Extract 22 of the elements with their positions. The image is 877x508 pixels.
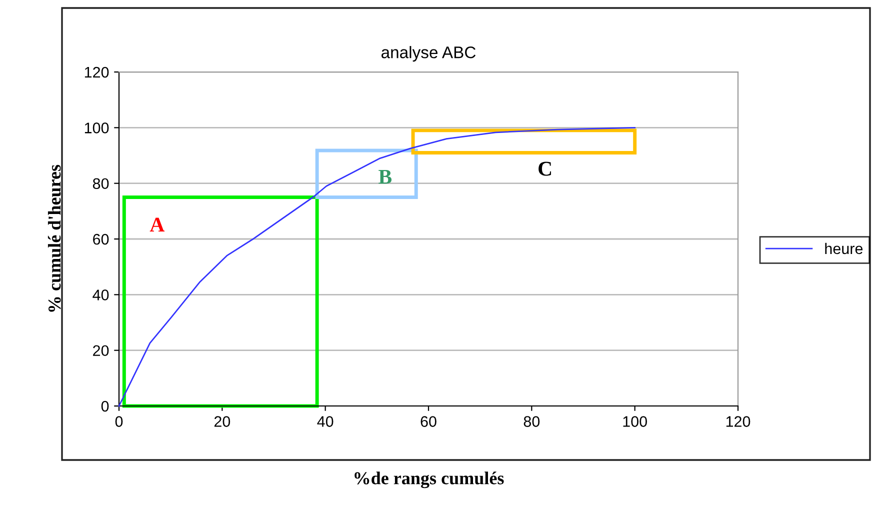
x-axis-title: %de rangs cumulés [354,472,504,488]
annotation: B [378,170,392,184]
x-tick-label: 0 [115,416,123,427]
y-tick-label: 80 [92,178,109,190]
x-tick-label: 40 [317,416,334,427]
chart-title: analyse ABC [381,46,476,62]
x-tick-label: 80 [524,416,540,427]
y-tick-label: 100 [84,122,109,134]
annotation: C [538,162,552,176]
legend-label: heure [825,242,863,254]
y-tick-label: 20 [93,345,109,356]
y-tick-label: 120 [84,66,109,78]
annotation: A [150,218,165,232]
line-series [118,126,636,407]
x-tick-label: 60 [420,416,436,427]
x-tick-label: 120 [726,416,750,427]
y-tick-label: 40 [92,290,109,300]
y-axis-title: % cumulé d'heures [48,164,61,312]
x-tick-label: 100 [623,416,647,427]
x-tick-label: 20 [214,416,230,427]
y-tick-label: 0 [101,400,109,412]
y-tick-label: 60 [93,234,109,245]
